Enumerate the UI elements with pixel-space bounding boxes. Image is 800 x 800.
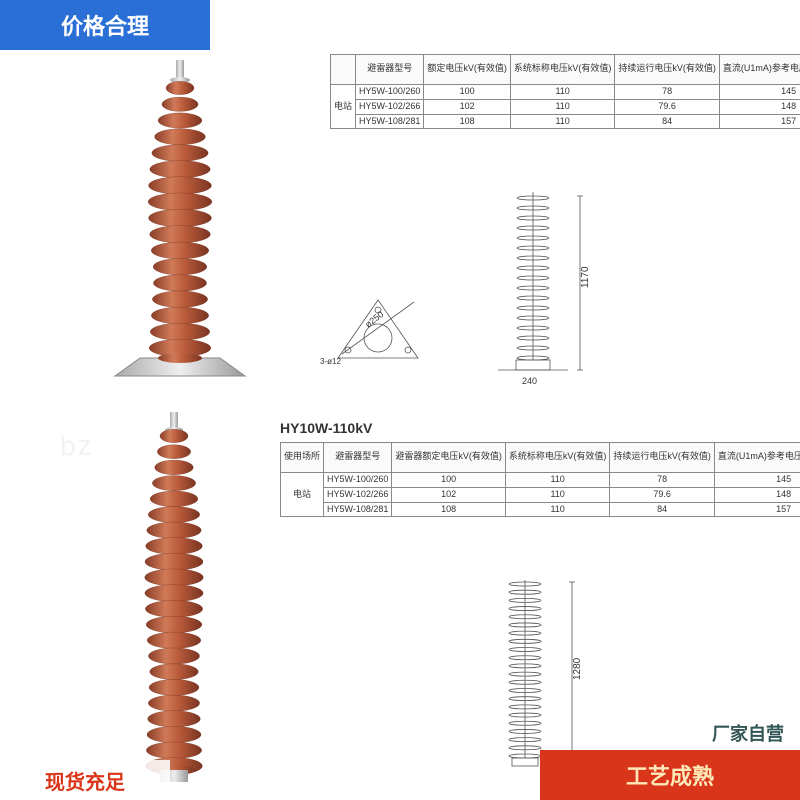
- table-row: HY5W-108/28110811084157315281239: [281, 502, 800, 517]
- page: 价格合理 bz: [0, 0, 800, 800]
- arrester-photo-top: [110, 58, 250, 378]
- svg-text:ø250: ø250: [363, 309, 385, 330]
- section-top: 避雷器型号额定电压kV(有效值)系统标称电压kV(有效值)持续运行电压kV(有效…: [0, 40, 800, 400]
- stock-badge: 现货充足: [0, 760, 170, 800]
- spec-table-top: 避雷器型号额定电压kV(有效值)系统标称电压kV(有效值)持续运行电压kV(有效…: [330, 54, 800, 129]
- section-bottom: HY10W-110kV 使用场所避雷器型号避雷器额定电压kV(有效值)系统标称电…: [0, 400, 800, 760]
- model-title-bottom: HY10W-110kV: [280, 420, 372, 436]
- table-row: 电站HY5W-100/26010011078145291260221601005…: [281, 472, 800, 487]
- svg-text:3-ø12: 3-ø12: [320, 357, 341, 366]
- svg-text:240: 240: [522, 376, 537, 386]
- base-plate-drawing: ø250 3-ø12: [318, 288, 458, 393]
- table-row: HY5W-102/26610211079.6148297266226: [281, 487, 800, 502]
- table-row: HY5W-102/26610211079.6148297266226: [331, 99, 800, 114]
- spec-table-bottom: 使用场所避雷器型号避雷器额定电压kV(有效值)系统标称电压kV(有效值)持续运行…: [280, 442, 800, 517]
- svg-text:1280: 1280: [572, 657, 583, 680]
- table-row: 电站HY5W-100/26010011078145291260221400655…: [331, 84, 800, 99]
- arrester-photo-bottom: [110, 410, 240, 790]
- dimension-drawing-top: 1170 240: [478, 188, 618, 393]
- craft-badge: 工艺成熟: [540, 750, 800, 800]
- self-sale-label: 厂家自营: [712, 720, 784, 746]
- svg-text:1170: 1170: [580, 266, 591, 288]
- table-row: HY5W-108/28110811084157315281239: [331, 114, 800, 129]
